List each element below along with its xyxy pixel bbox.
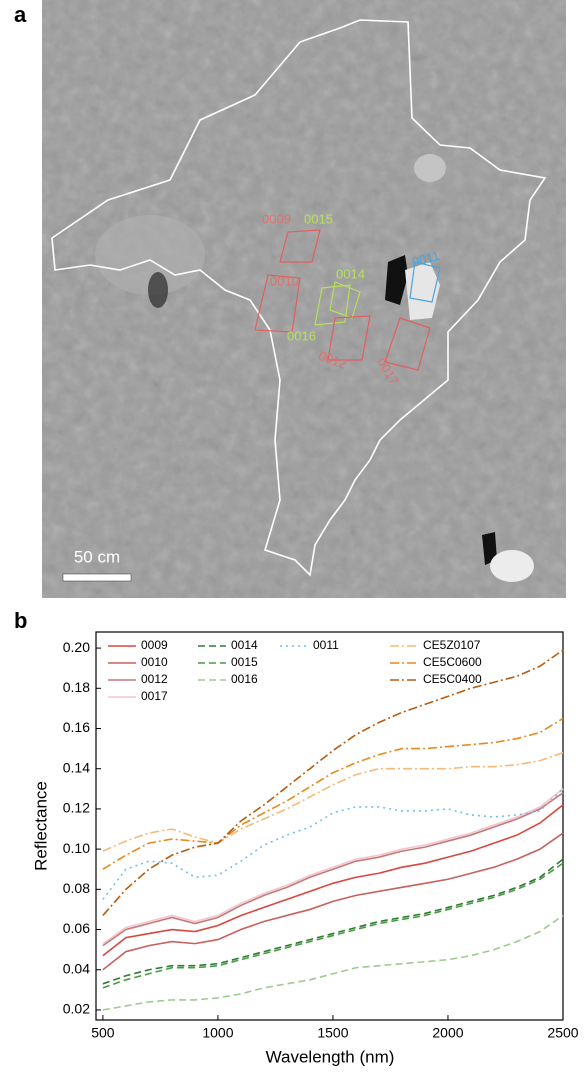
x-tick-label: 1500 <box>317 1025 348 1041</box>
footprint-label: 0016 <box>287 328 316 343</box>
series-line <box>103 753 563 852</box>
scale-bar <box>63 574 131 581</box>
x-axis-title: Wavelength (nm) <box>266 1047 395 1066</box>
x-tick-label: 2000 <box>432 1025 463 1041</box>
y-tick-label: 0.06 <box>63 920 90 936</box>
series-line <box>103 718 563 869</box>
legend-label: 0012 <box>141 672 168 686</box>
y-tick-label: 0.16 <box>63 719 90 735</box>
footprint-label: 0015 <box>304 211 333 226</box>
legend-label: 0009 <box>141 638 168 652</box>
panel-b: b Reflectance Wavelength (nm) 0.02 0.04 0.… <box>14 608 579 1067</box>
legend-label: 0016 <box>231 672 258 686</box>
series-line <box>103 650 563 915</box>
legend-label: CE5Z0107 <box>423 638 481 652</box>
x-tick-label: 2500 <box>547 1025 578 1041</box>
legend-label: 0017 <box>141 689 168 703</box>
image-texture <box>42 0 566 598</box>
y-tick-label: 0.02 <box>63 1001 90 1017</box>
rock <box>414 154 446 182</box>
y-tick-label: 0.08 <box>63 880 90 896</box>
y-tick-label: 0.20 <box>63 639 90 655</box>
rock <box>490 550 534 582</box>
series-line <box>103 859 563 984</box>
y-axis-title: Reflectance <box>31 781 50 871</box>
legend-label: CE5C0400 <box>423 672 482 686</box>
figure: a 0009 0015 0014 0010 0016 0012 0011 001… <box>0 0 588 1072</box>
legend-label: 0011 <box>313 638 339 652</box>
y-tick-label: 0.18 <box>63 679 90 695</box>
legend-label: CE5C0600 <box>423 655 482 669</box>
series-line <box>103 863 563 988</box>
legend-label: 0015 <box>231 655 258 669</box>
y-tick-label: 0.04 <box>63 960 90 976</box>
y-tick-label: 0.10 <box>63 840 90 856</box>
footprint-label: 0010 <box>270 273 299 288</box>
scale-bar-label: 50 cm <box>74 547 120 566</box>
footprint-label: 0014 <box>336 266 365 281</box>
shadow <box>148 272 168 308</box>
y-tick-label: 0.14 <box>63 759 90 775</box>
panel-a: a 0009 0015 0014 0010 0016 0012 0011 001… <box>14 0 566 598</box>
footprint-label: 0009 <box>262 211 291 226</box>
legend-label: 0010 <box>141 655 168 669</box>
panel-label: b <box>14 608 27 633</box>
x-tick-label: 1000 <box>202 1025 233 1041</box>
legend-label: 0014 <box>231 638 258 652</box>
series-line <box>103 793 563 946</box>
y-tick-label: 0.12 <box>63 800 90 816</box>
panel-label: a <box>14 2 27 27</box>
series-line <box>103 789 563 944</box>
x-tick-label: 500 <box>91 1025 115 1041</box>
